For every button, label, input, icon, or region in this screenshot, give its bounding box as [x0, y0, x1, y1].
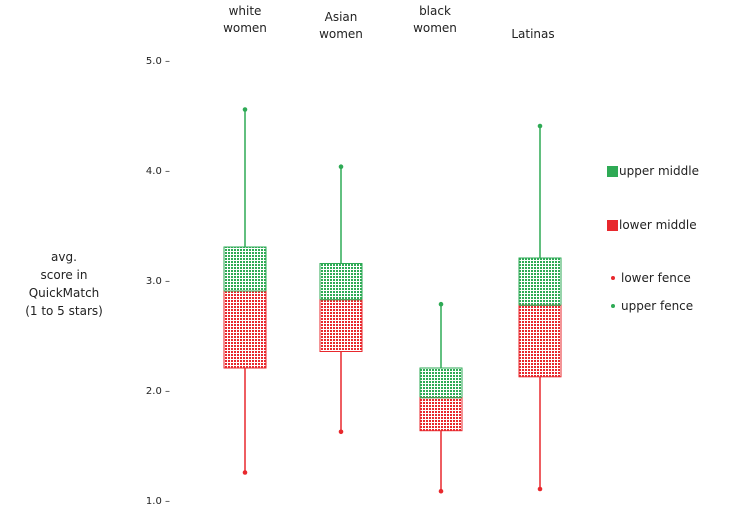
upper-fence-point — [338, 164, 344, 169]
boxes — [223, 107, 562, 494]
lower-fence-point — [338, 429, 344, 435]
box-2 — [319, 164, 363, 435]
legend-item-lower-fence: lower fence — [608, 270, 691, 286]
y-tick-label: 4.0 – — [146, 166, 170, 177]
legend-dot-upper-fence — [611, 304, 615, 308]
upper-middle-box — [419, 367, 463, 399]
y-tick-label: 5.0 – — [146, 56, 170, 67]
upper-middle-box — [319, 263, 363, 301]
upper-fence-point — [438, 301, 444, 307]
legend-label: lower fence — [621, 271, 691, 285]
box-1 — [223, 107, 267, 475]
y-axis-label: avg. score in QuickMatch (1 to 5 stars) — [25, 250, 103, 318]
legend-label: upper middle — [619, 164, 699, 178]
y-axis: 5.0 – 4.0 – 3.0 – 2.0 – 1.0 – — [146, 56, 170, 507]
legend-item-lower-middle: lower middle — [607, 217, 697, 233]
category-label-latinas: Latinas — [511, 27, 555, 41]
legend-swatch-upper-middle — [607, 166, 618, 177]
legend-label: lower middle — [619, 218, 697, 232]
legend-dot-lower-fence — [611, 276, 615, 280]
category-label-asian-women: Asian women — [319, 10, 363, 41]
upper-middle-box — [223, 246, 267, 292]
lower-fence-point — [438, 488, 444, 494]
lower-fence-point — [242, 470, 248, 475]
legend-item-upper-middle: upper middle — [607, 163, 699, 179]
lower-middle-box — [518, 304, 562, 378]
box-4 — [518, 123, 562, 492]
upper-fence-point — [537, 123, 543, 129]
lower-middle-box — [223, 290, 267, 369]
lower-fence-point — [537, 486, 543, 492]
legend-item-upper-fence: upper fence — [608, 298, 693, 314]
upper-fence-point — [242, 107, 248, 112]
y-tick-label: 1.0 – — [146, 496, 170, 507]
box-3 — [419, 301, 463, 494]
y-tick-label: 2.0 – — [146, 386, 170, 397]
upper-middle-box — [518, 257, 562, 306]
y-tick-label: 3.0 – — [146, 276, 170, 287]
category-label-white-women: white women — [223, 4, 267, 35]
lower-middle-box — [319, 299, 363, 352]
legend-swatch-lower-middle — [607, 220, 618, 231]
category-label-black-women: black women — [413, 4, 457, 35]
legend-label: upper fence — [621, 299, 694, 313]
lower-middle-box — [419, 397, 463, 432]
